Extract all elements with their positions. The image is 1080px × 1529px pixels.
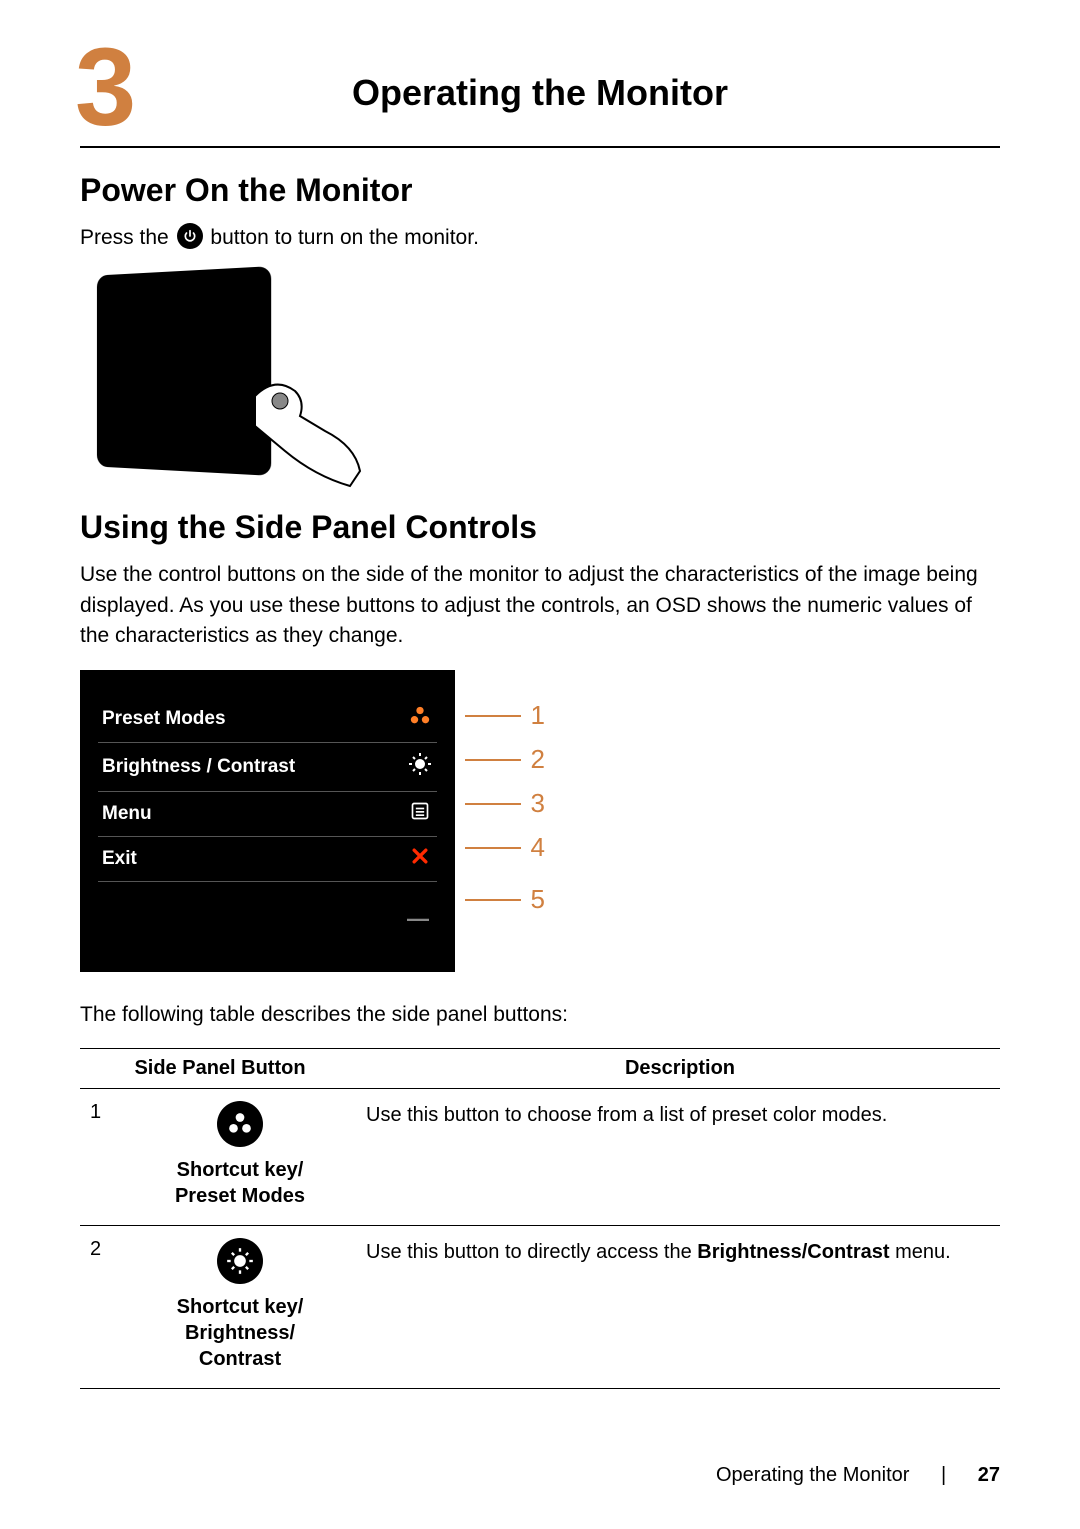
callout-3: 3	[465, 782, 545, 826]
exit-icon	[407, 846, 433, 872]
osd-label: Menu	[102, 803, 152, 825]
callout-4: 4	[465, 826, 545, 870]
row-description: Use this button to directly access the B…	[360, 1226, 1000, 1389]
table-row: 1 Shortcut key/Preset Modes Use this but…	[80, 1089, 1000, 1226]
footer-title: Operating the Monitor	[716, 1464, 909, 1486]
preset-modes-icon	[407, 705, 433, 733]
power-icon	[177, 223, 203, 249]
chapter-title: Operating the Monitor	[200, 48, 880, 114]
table-header-description: Description	[360, 1049, 1000, 1089]
table-header-button: Side Panel Button	[80, 1049, 360, 1089]
text-before: Press the	[80, 226, 175, 249]
osd-label: Preset Modes	[102, 708, 226, 730]
footer-divider: |	[941, 1464, 946, 1486]
section-heading-power-on: Power On the Monitor	[80, 172, 1000, 209]
table-row: 2 Shortcut key/Brightness/Contrast Use t…	[80, 1226, 1000, 1389]
side-panel-table: Side Panel Button Description 1 Shortcut…	[80, 1048, 1000, 1389]
row-caption: Shortcut key/Brightness/Contrast	[126, 1294, 354, 1372]
menu-icon	[407, 801, 433, 827]
power-on-text: Press the button to turn on the monitor.	[80, 223, 1000, 253]
osd-row-menu: Menu	[98, 792, 437, 837]
osd-power-indicator: —	[98, 906, 437, 932]
osd-label: Exit	[102, 848, 137, 870]
section-heading-side-panel: Using the Side Panel Controls	[80, 509, 1000, 546]
row-icon-cell: Shortcut key/Preset Modes	[120, 1089, 360, 1226]
preset-modes-button-icon	[217, 1101, 263, 1147]
callout-5: 5	[465, 870, 545, 930]
callout-1: 1	[465, 694, 545, 738]
text-after: button to turn on the monitor.	[210, 226, 479, 249]
brightness-icon	[407, 752, 433, 782]
table-intro: The following table describes the side p…	[80, 1000, 1000, 1030]
page-number: 27	[978, 1464, 1000, 1486]
osd-row-brightness: Brightness / Contrast	[98, 743, 437, 792]
chapter-header: 3 Operating the Monitor	[80, 48, 1000, 148]
callout-2: 2	[465, 738, 545, 782]
osd-label: Brightness / Contrast	[102, 756, 295, 778]
side-panel-body: Use the control buttons on the side of t…	[80, 560, 1000, 651]
chapter-number: 3	[75, 38, 136, 137]
row-index: 2	[80, 1226, 120, 1389]
callouts: 1 2 3 4 5	[455, 670, 545, 930]
row-index: 1	[80, 1089, 120, 1226]
hand-icon	[245, 376, 375, 496]
monitor-illustration	[80, 271, 360, 481]
page-footer: Operating the Monitor | 27	[716, 1464, 1000, 1487]
osd-figure: Preset Modes Brightness / Contrast Menu …	[80, 670, 1000, 972]
row-icon-cell: Shortcut key/Brightness/Contrast	[120, 1226, 360, 1389]
osd-row-preset: Preset Modes	[98, 696, 437, 743]
row-description: Use this button to choose from a list of…	[360, 1089, 1000, 1226]
brightness-button-icon	[217, 1238, 263, 1284]
row-caption: Shortcut key/Preset Modes	[126, 1157, 354, 1209]
osd-row-exit: Exit	[98, 837, 437, 882]
osd-panel: Preset Modes Brightness / Contrast Menu …	[80, 670, 455, 972]
